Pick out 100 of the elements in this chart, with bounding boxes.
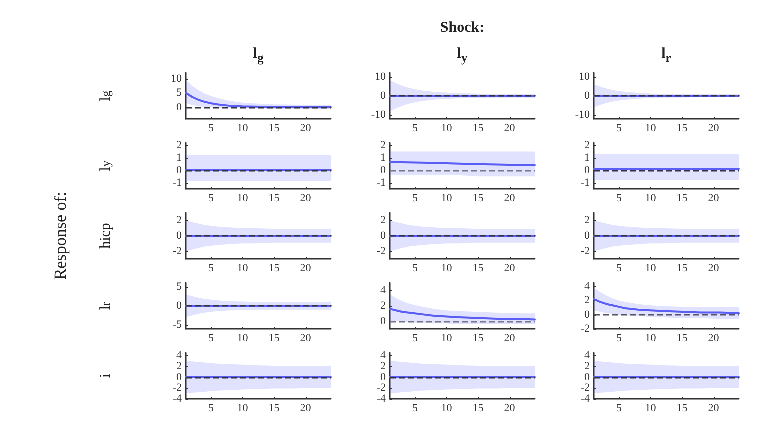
y-tick-label: 0 (584, 90, 590, 102)
x-tick-label: 5 (208, 122, 214, 134)
y-tick-label: -10 (371, 109, 386, 122)
x-tick-label: 15 (268, 402, 280, 414)
y-tick-label: 4 (176, 350, 182, 362)
x-tick-label: 20 (708, 262, 720, 274)
y-tick-label: -4 (172, 393, 182, 405)
y-tick-label: 0 (380, 371, 386, 384)
y-tick-label: 2 (176, 140, 182, 152)
y-tick-label: 0 (176, 230, 182, 242)
y-tick-label: 0 (176, 371, 182, 384)
y-tick-label: 4 (584, 350, 590, 362)
x-tick-label: 5 (616, 122, 622, 134)
chart-title: l$_{g}$ (252, 46, 265, 66)
x-tick-label: 15 (676, 122, 688, 134)
x-tick-label: 20 (300, 332, 312, 344)
y-tick-label: -2 (580, 382, 590, 394)
y-tick-label: 0 (176, 164, 182, 176)
x-tick-label: 15 (268, 122, 280, 134)
line-series (185, 92, 332, 108)
x-tick-label: 5 (412, 332, 418, 344)
y-tick-label: 0 (584, 371, 590, 384)
y-tick-label: 2 (584, 140, 590, 152)
text: Response of: (51, 190, 71, 282)
y-tick-label: 2 (380, 214, 386, 227)
y-tick-label: 0 (584, 230, 590, 242)
y-tick-label: 1 (176, 152, 182, 164)
chart-title: l$_{r}$ (660, 46, 672, 66)
y-tick-label: -2 (580, 245, 590, 258)
y-tick-label: 2 (584, 294, 590, 307)
x-tick-label: 10 (237, 192, 249, 204)
x-tick-label: 15 (676, 402, 688, 414)
x-tick-label: 10 (441, 262, 453, 274)
y-tick-label: -10 (575, 109, 590, 122)
x-tick-label: 20 (300, 192, 312, 204)
y-axis-title: i (96, 372, 114, 380)
x-tick-label: 5 (208, 262, 214, 274)
x-tick-label: 15 (268, 192, 280, 204)
x-tick-label: 10 (645, 402, 657, 414)
y-tick-label: 4 (380, 350, 386, 362)
y-tick-label: 2 (380, 300, 386, 312)
y-tick-label: 4 (380, 284, 386, 297)
y-tick-label: -1 (376, 176, 386, 189)
x-tick-label: 10 (441, 122, 453, 134)
x-tick-label: 15 (472, 192, 484, 204)
x-tick-label: 10 (645, 332, 657, 344)
y-tick-label: 2 (176, 360, 182, 373)
x-tick-label: 15 (676, 192, 688, 204)
y-tick-label: 5 (176, 280, 182, 293)
y-tick-label: -1 (172, 176, 182, 189)
y-tick-label: 10 (171, 72, 182, 85)
y-tick-label: -5 (172, 319, 182, 332)
x-tick-label: 10 (237, 402, 249, 414)
y-tick-label: -2 (172, 245, 182, 258)
y-tick-label: 4 (584, 280, 590, 293)
x-tick-label: 15 (676, 262, 688, 274)
y-tick-label: -4 (580, 393, 590, 405)
x-tick-label: 15 (472, 262, 484, 274)
x-tick-label: 15 (472, 332, 484, 344)
y-tick-label: 0 (380, 164, 386, 176)
y-tick-label: -4 (376, 393, 386, 405)
x-tick-label: 20 (708, 122, 720, 134)
y-tick-label: 0 (176, 102, 182, 114)
y-tick-label: 0 (176, 300, 182, 312)
y-tick-label: 2 (380, 140, 386, 152)
x-tick-label: 10 (441, 402, 453, 414)
x-tick-label: 5 (412, 122, 418, 134)
x-tick-label: 20 (504, 402, 516, 414)
y-tick-label: -2 (172, 382, 182, 394)
x-tick-label: 5 (616, 192, 622, 204)
x-tick-label: 5 (412, 402, 418, 414)
line-series (389, 308, 536, 321)
x-tick-label: 15 (268, 332, 280, 344)
x-tick-label: 20 (504, 332, 516, 344)
chart-title: l$_{y}$ (456, 46, 469, 66)
x-tick-label: 15 (676, 332, 688, 344)
y-tick-label: -1 (580, 176, 590, 189)
x-tick-label: 5 (208, 402, 214, 414)
x-tick-label: 15 (472, 122, 484, 134)
x-tick-label: 15 (472, 402, 484, 414)
y-tick-label: 0 (584, 164, 590, 176)
x-tick-label: 5 (412, 262, 418, 274)
line-series (593, 298, 740, 314)
x-tick-label: 20 (708, 192, 720, 204)
y-tick-label: 1 (380, 152, 386, 164)
y-tick-label: 2 (176, 214, 182, 227)
y-tick-label: 0 (380, 90, 386, 102)
x-tick-label: 10 (645, 192, 657, 204)
y-tick-label: 0 (380, 315, 386, 328)
y-tick-label: 0 (380, 230, 386, 242)
x-tick-label: 20 (300, 262, 312, 274)
x-tick-label: 5 (616, 332, 622, 344)
x-tick-label: 20 (504, 122, 516, 134)
x-tick-label: 10 (645, 262, 657, 274)
x-tick-label: 5 (616, 402, 622, 414)
y-axis-title: hicp (96, 222, 114, 251)
y-tick-label: 2 (380, 360, 386, 373)
x-tick-label: 20 (300, 402, 312, 414)
x-tick-label: 20 (504, 192, 516, 204)
x-tick-label: 5 (412, 192, 418, 204)
